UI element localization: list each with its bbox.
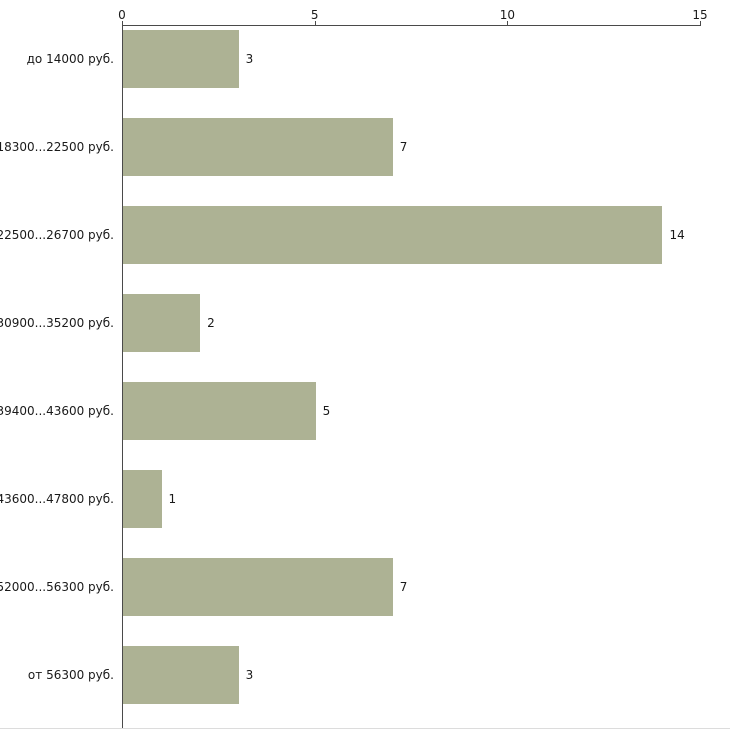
bar [123,646,239,704]
x-axis-line [122,25,701,26]
x-tick-mark [700,21,701,25]
x-tick-mark [314,21,316,25]
x-tick-label: 5 [310,8,319,22]
value-label: 7 [399,140,408,154]
bar [123,382,316,440]
x-tick-label: 15 [692,8,708,22]
bar [123,118,393,176]
value-label: 14 [669,228,685,242]
bar [123,558,393,616]
value-label: 3 [245,52,254,66]
bar [123,206,663,264]
bottom-frame-line [0,728,730,729]
x-tick-mark [507,21,509,25]
value-label: 2 [207,316,215,330]
category-label: 30900...35200 руб. [0,316,114,330]
category-label: от 56300 руб. [27,668,114,682]
category-label: до 14000 руб. [26,52,114,66]
bar [123,294,201,352]
value-label: 7 [399,580,408,594]
category-label: 52000...56300 руб. [0,580,114,594]
category-label: 43600...47800 руб. [0,492,114,506]
x-tick-label: 10 [499,8,515,22]
category-label: 39400...43600 руб. [0,404,114,418]
value-label: 1 [168,492,177,506]
bar [123,30,239,88]
category-label: 18300...22500 руб. [0,140,114,154]
x-tick-label: 0 [118,8,126,22]
y-axis-line [122,25,123,729]
x-tick-mark [122,21,123,25]
category-label: 22500...26700 руб. [0,228,114,242]
value-label: 5 [322,404,331,418]
value-label: 3 [245,668,254,682]
bar [123,470,162,528]
